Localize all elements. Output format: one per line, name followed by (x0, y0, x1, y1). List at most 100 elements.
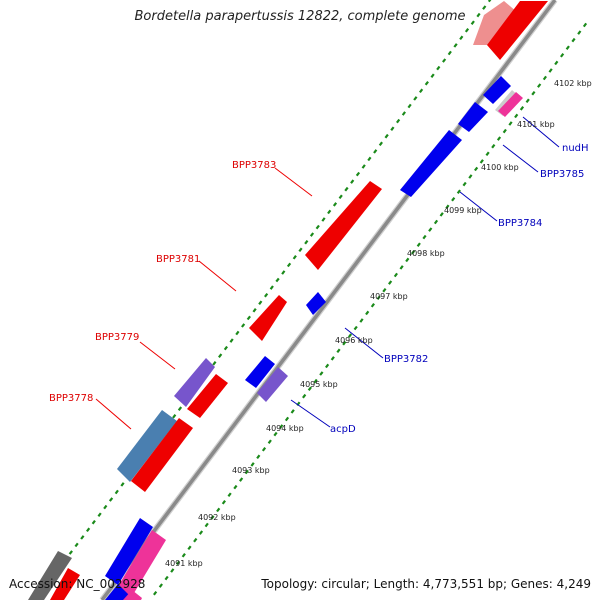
scale-label-4099: 4099 kbp (444, 206, 482, 215)
tick-dash (502, 128, 507, 134)
tick-dash (74, 542, 79, 548)
gene-feature[interactable] (498, 92, 523, 117)
tick-dash (319, 371, 324, 376)
gene-feature[interactable] (28, 551, 72, 600)
tick-dash (519, 106, 525, 111)
tick-dash (86, 527, 91, 533)
tick-dash (422, 234, 427, 240)
gene-feature[interactable] (117, 530, 166, 598)
tick-dash (315, 224, 320, 230)
tick-dash (384, 133, 389, 139)
tick-dash (250, 462, 255, 467)
gene-feature-BPP3779[interactable] (174, 358, 215, 407)
gene-feature[interactable] (123, 590, 142, 600)
tick-dash (537, 83, 542, 88)
gene-label-BPP3782[interactable]: BPP3782 (384, 354, 428, 365)
tick-dash (252, 308, 257, 313)
tick-dash (338, 194, 343, 200)
gene-label-BPP3779[interactable]: BPP3779 (95, 332, 139, 343)
tick-dash (456, 189, 461, 194)
tick-dash (491, 143, 496, 149)
gene-feature[interactable] (483, 76, 511, 104)
tick-dash (430, 73, 435, 78)
gene-label-BPP3778[interactable]: BPP3778 (49, 393, 93, 404)
tick-dash (227, 492, 232, 497)
gene-feature[interactable] (257, 367, 288, 402)
gene-feature-BPP3782[interactable] (306, 292, 326, 315)
tick-dash (229, 338, 234, 343)
tick-dash (336, 348, 341, 354)
tick-dash (223, 345, 228, 351)
tick-dash (508, 121, 513, 126)
gene-feature[interactable] (105, 584, 130, 600)
gene-label-acpD[interactable]: acpD (330, 424, 356, 435)
tick-dash (405, 257, 410, 263)
tick-dash (376, 295, 381, 300)
gene-feature-BPP3781[interactable] (249, 295, 287, 341)
tick-dash (442, 58, 447, 63)
gene-feature[interactable] (50, 568, 80, 600)
tick-dash (198, 530, 204, 535)
tick-dash (221, 500, 226, 505)
gene-feature[interactable] (105, 518, 153, 585)
gene-feature-BPP3778[interactable] (117, 410, 177, 482)
tick-dash (531, 90, 536, 96)
tick-dash (290, 409, 295, 414)
tick-dash (439, 212, 444, 217)
gene-label-nudH[interactable]: nudH (562, 143, 589, 154)
tick-dash (233, 484, 238, 490)
gene-label-BPP3785[interactable]: BPP3785 (540, 169, 584, 180)
scale-label-4098: 4098 kbp (407, 249, 445, 258)
scale-label-4097: 4097 kbp (370, 292, 408, 301)
tick-dash (479, 159, 484, 164)
tick-dash (485, 151, 490, 157)
tick-dash (298, 247, 303, 253)
gene-feature-BPP3783[interactable] (305, 181, 382, 270)
tick-dash (548, 68, 553, 73)
tick-dash (367, 156, 372, 162)
tick-dash (582, 22, 588, 28)
tick-dash (279, 424, 284, 429)
tick-dash (177, 406, 183, 411)
gene-feature-BPP3785[interactable] (458, 102, 488, 132)
tick-dash (193, 537, 198, 543)
tick-dash (424, 81, 429, 86)
tick-dash (212, 361, 217, 366)
tick-dash (445, 204, 450, 210)
reverse-label-leaders (290, 116, 560, 428)
gene-label-BPP3784[interactable]: BPP3784 (498, 218, 542, 229)
gene-label-BPP3783[interactable]: BPP3783 (232, 160, 276, 171)
scale-label-4095: 4095 kbp (300, 380, 338, 389)
tick-dash (453, 43, 458, 48)
tick-dash (482, 5, 487, 10)
tick-dash (353, 325, 358, 331)
tick-dash (355, 171, 361, 177)
tick-dash (210, 515, 215, 520)
tick-dash (399, 265, 404, 270)
tick-dash (204, 522, 209, 528)
tick-dash (468, 174, 473, 179)
tick-dash (407, 103, 412, 109)
tick-dash (172, 414, 177, 419)
tick-dash (181, 553, 186, 558)
tick-dash (244, 469, 249, 475)
tick-dash (267, 439, 272, 444)
scale-label-4091: 4091 kbp (165, 559, 203, 568)
tick-dash (187, 545, 192, 551)
tick-dash (476, 12, 481, 18)
scale-label-4101: 4101 kbp (517, 120, 555, 129)
gene-label-BPP3781[interactable]: BPP3781 (156, 254, 200, 265)
gene-feature[interactable] (487, 1, 548, 60)
tick-dash (258, 300, 263, 305)
tick-dash (396, 118, 401, 124)
gene-feature-BPP3784[interactable] (400, 130, 462, 197)
tick-dash (327, 209, 332, 215)
tick-dash (292, 255, 297, 260)
gene-feature-acpD[interactable] (245, 356, 275, 388)
gene-feature[interactable] (131, 418, 193, 492)
map-title: Bordetella parapertussis 12822, complete… (134, 9, 466, 24)
gene-feature[interactable] (187, 374, 228, 418)
tick-dash (286, 262, 292, 268)
tick-dash (474, 166, 479, 172)
